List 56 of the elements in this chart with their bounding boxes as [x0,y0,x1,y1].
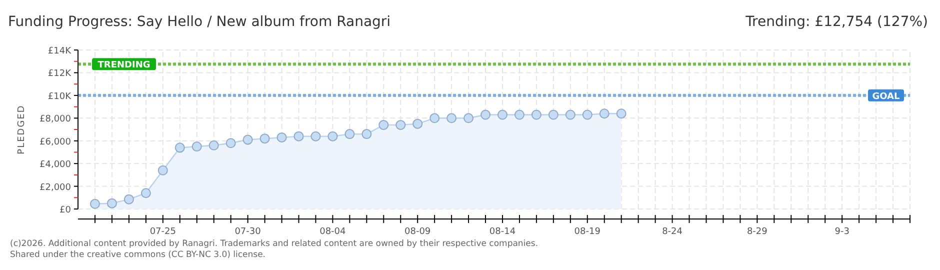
point [378,120,389,130]
point [294,131,304,142]
point [362,129,372,140]
point [328,131,338,142]
y-tick-label: £10K [48,92,72,102]
point [106,198,117,208]
point [497,110,508,120]
point [276,132,287,142]
point [599,108,610,119]
x-tick-label: 8-29 [746,227,768,237]
y-tick-label: £6,000 [40,137,72,148]
y-tick-label: £14K [48,46,72,56]
point [310,131,321,142]
x-tick-label: 08-14 [489,227,516,237]
point [158,165,168,176]
point [226,138,236,148]
y-tick-label: £0 [60,206,72,216]
point [582,110,592,120]
point [396,120,406,130]
y-axis-title: PLEDGED [17,104,27,154]
x-tick-label: 08-04 [320,227,346,237]
point [565,110,576,120]
point [446,113,457,124]
chart-title: Funding Progress: Say Hello / New album from Ranagri [8,14,391,30]
x-tick-label: 8-24 [662,227,683,237]
point [480,110,491,120]
text: Shared under the creative commons (CC BY-NC 3.0) license. [10,250,266,260]
point [90,198,100,209]
x-tick-label: 9-3 [834,227,850,237]
point [140,188,151,198]
y-tick-label: £8,000 [40,114,72,125]
point [242,134,253,145]
point [412,118,423,129]
x-tick-label: 07-25 [150,227,176,237]
point [260,134,270,144]
point [548,110,558,120]
point [192,142,202,152]
ref-line-label: GOAL [872,92,900,102]
point [430,113,440,124]
point [531,110,542,120]
y-tick-label: £2,000 [40,182,72,193]
point [344,129,355,140]
point [514,110,524,120]
x-tick-label: 07-30 [234,227,262,237]
y-tick-label: £12K [48,69,72,80]
point [174,142,185,153]
point [464,113,474,124]
x-tick-label: 08-09 [404,227,431,237]
y-tick-label: £4,000 [40,160,72,170]
point [208,140,219,150]
chart-subtitle: Trending: £12,754 (127%) [744,14,928,30]
ref-line-label: TRENDING [98,60,150,71]
point [124,194,134,204]
point [616,108,626,119]
x-tick-label: 08-19 [574,227,601,237]
text: (c)2026. Additional content provided by Ranagri. Trademarks and related content are owned by their respective companies. [10,239,538,249]
